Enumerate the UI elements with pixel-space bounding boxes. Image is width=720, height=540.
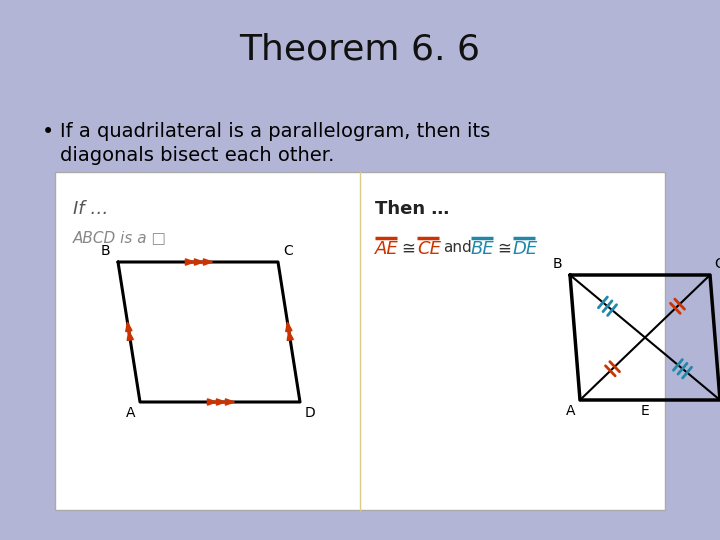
Text: •: • — [42, 122, 54, 142]
Polygon shape — [127, 331, 133, 341]
Text: C: C — [714, 257, 720, 271]
Polygon shape — [225, 399, 235, 405]
Bar — [55, 172, 665, 510]
Text: ≅: ≅ — [401, 240, 415, 258]
Text: D: D — [305, 406, 316, 420]
Polygon shape — [186, 259, 194, 265]
Text: Then …: Then … — [375, 200, 449, 218]
Text: If a quadrilateral is a parallelogram, then its: If a quadrilateral is a parallelogram, t… — [60, 122, 490, 141]
Polygon shape — [287, 331, 293, 341]
Text: Theorem 6. 6: Theorem 6. 6 — [240, 33, 480, 67]
Polygon shape — [286, 322, 292, 332]
Text: B: B — [100, 244, 110, 258]
Text: E: E — [641, 404, 649, 418]
Text: DE: DE — [513, 240, 539, 258]
Text: ABCD is a □: ABCD is a □ — [73, 230, 167, 245]
Text: AE: AE — [375, 240, 399, 258]
Text: and: and — [443, 240, 472, 255]
Text: CE: CE — [417, 240, 441, 258]
Text: A: A — [565, 404, 575, 418]
Polygon shape — [194, 259, 204, 265]
Text: ≅: ≅ — [497, 240, 511, 258]
Polygon shape — [207, 399, 217, 405]
Text: BE: BE — [471, 240, 495, 258]
Text: If …: If … — [73, 200, 109, 218]
Text: diagonals bisect each other.: diagonals bisect each other. — [60, 146, 334, 165]
Text: B: B — [552, 257, 562, 271]
Text: C: C — [283, 244, 293, 258]
Polygon shape — [204, 259, 212, 265]
Text: A: A — [125, 406, 135, 420]
Polygon shape — [126, 322, 132, 332]
Polygon shape — [217, 399, 225, 405]
